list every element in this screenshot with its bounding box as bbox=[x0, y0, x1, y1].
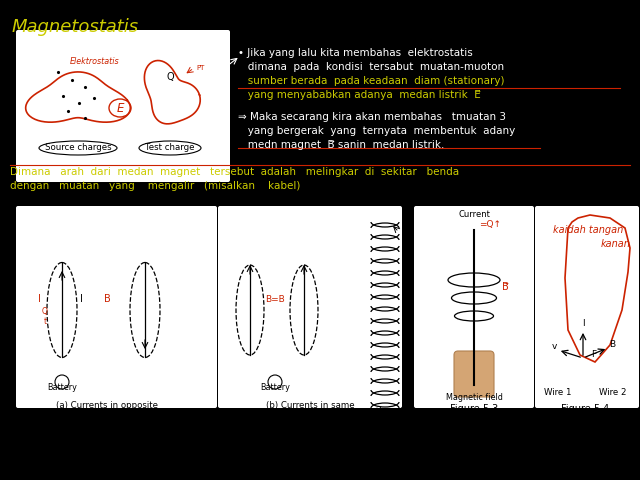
Text: Magnetostatis: Magnetostatis bbox=[12, 18, 139, 36]
Text: Wire 1: Wire 1 bbox=[544, 388, 572, 397]
Text: yang bergerak  yang  ternyata  membentuk  adany: yang bergerak yang ternyata membentuk ad… bbox=[238, 126, 515, 136]
Ellipse shape bbox=[109, 99, 131, 117]
Text: Elektrostatis: Elektrostatis bbox=[70, 57, 120, 66]
Text: (b) Currents in same: (b) Currents in same bbox=[266, 401, 355, 410]
Text: dimana  pada  kondisi  tersabut  muatan-muoton: dimana pada kondisi tersabut muatan-muot… bbox=[238, 62, 504, 72]
FancyBboxPatch shape bbox=[535, 206, 639, 408]
Text: I: I bbox=[38, 294, 41, 304]
Text: Dimana   arah  dari  medan  magnet   tersebut  adalah   melingkar  di  sekitar  : Dimana arah dari medan magnet tersebut a… bbox=[10, 167, 459, 177]
FancyBboxPatch shape bbox=[218, 206, 402, 408]
FancyBboxPatch shape bbox=[414, 206, 534, 408]
Circle shape bbox=[268, 375, 282, 389]
FancyBboxPatch shape bbox=[16, 30, 230, 182]
Text: ⇒ Maka secarang kira akan membahas   tmuatan 3: ⇒ Maka secarang kira akan membahas tmuat… bbox=[238, 112, 506, 122]
FancyBboxPatch shape bbox=[16, 206, 217, 408]
Text: directions attract.: directions attract. bbox=[272, 412, 348, 421]
Ellipse shape bbox=[139, 141, 201, 155]
Text: PT: PT bbox=[196, 65, 204, 71]
Text: sumber berada  pada keadaan  diam (stationary): sumber berada pada keadaan diam (station… bbox=[238, 76, 504, 86]
FancyBboxPatch shape bbox=[454, 351, 494, 397]
Text: Q: Q bbox=[42, 307, 48, 316]
Text: Source charges: Source charges bbox=[45, 144, 111, 153]
Text: kanan: kanan bbox=[601, 239, 631, 249]
Text: Test charge: Test charge bbox=[145, 144, 195, 153]
Text: dengan   muatan   yang    mengalir   (misalkan    kabel): dengan muatan yang mengalir (misalkan ka… bbox=[10, 181, 300, 191]
Text: Wire 2: Wire 2 bbox=[599, 388, 627, 397]
Text: (a) Currents in opposite: (a) Currents in opposite bbox=[56, 401, 158, 410]
Text: Battery: Battery bbox=[47, 383, 77, 392]
Text: Magnetic field: Magnetic field bbox=[445, 393, 502, 402]
Text: B⃗: B⃗ bbox=[502, 282, 509, 292]
Text: t: t bbox=[44, 317, 47, 326]
Circle shape bbox=[55, 375, 69, 389]
Ellipse shape bbox=[47, 263, 77, 358]
Text: • Jika yang lalu kita membahas  elektrostatis: • Jika yang lalu kita membahas elektrost… bbox=[238, 48, 473, 58]
Ellipse shape bbox=[130, 263, 160, 358]
Text: Current: Current bbox=[458, 210, 490, 219]
Text: E: E bbox=[116, 101, 124, 115]
Ellipse shape bbox=[236, 265, 264, 355]
Text: Q: Q bbox=[166, 72, 174, 82]
Text: v: v bbox=[551, 342, 557, 351]
Text: I: I bbox=[80, 294, 83, 304]
Text: yang menyababkan adanya  medan listrik  E⃗: yang menyababkan adanya medan listrik E⃗ bbox=[238, 90, 481, 100]
Ellipse shape bbox=[290, 265, 318, 355]
Text: directions repel.: directions repel. bbox=[72, 412, 141, 421]
Text: Battery: Battery bbox=[260, 383, 290, 392]
Text: Figure 5.3: Figure 5.3 bbox=[450, 404, 498, 414]
Text: medn magnet  B⃗ sanin  medan listrik.: medn magnet B⃗ sanin medan listrik. bbox=[238, 140, 444, 150]
Text: F: F bbox=[591, 350, 596, 359]
Text: =Q↑: =Q↑ bbox=[479, 220, 501, 229]
Text: B=B: B=B bbox=[265, 295, 285, 304]
Text: B: B bbox=[104, 294, 111, 304]
Ellipse shape bbox=[39, 141, 117, 155]
Text: kaidah tangan: kaidah tangan bbox=[553, 225, 623, 235]
Text: I: I bbox=[582, 319, 584, 328]
Text: B: B bbox=[609, 340, 615, 349]
Text: Figure 5.4: Figure 5.4 bbox=[561, 404, 609, 414]
